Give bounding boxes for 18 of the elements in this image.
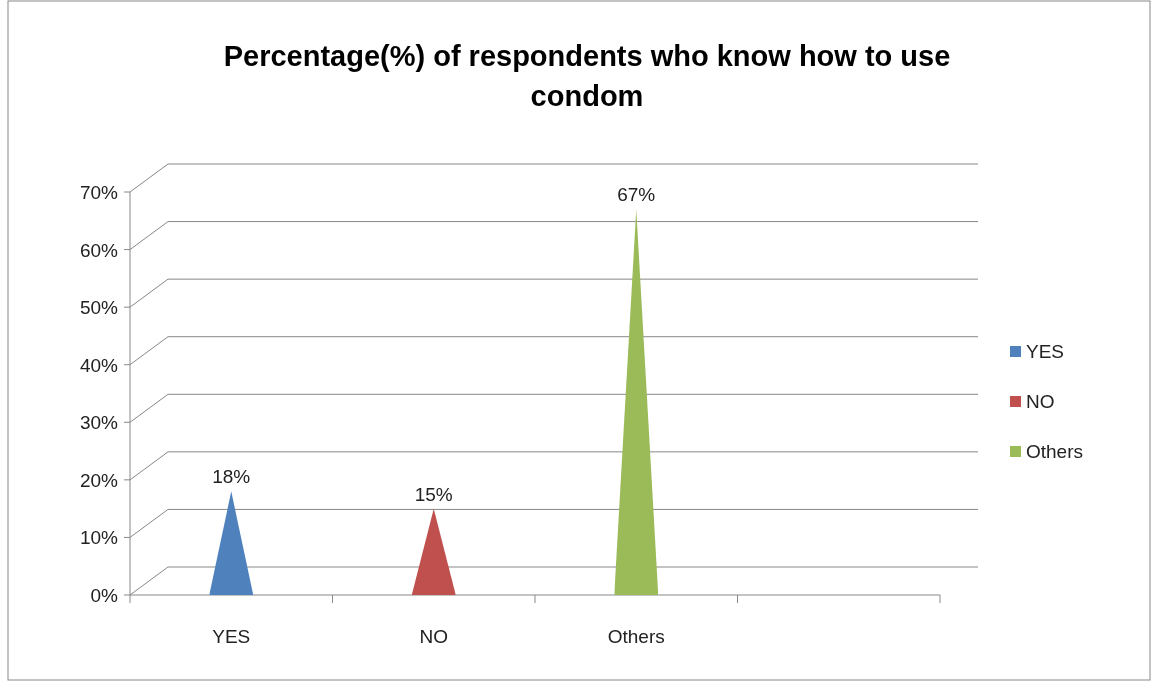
- y-tick-label: 30%: [79, 412, 119, 434]
- legend-label: NO: [1026, 391, 1055, 412]
- text: 67%: [617, 184, 656, 206]
- x-tick-label: Others: [607, 626, 665, 647]
- text: 18%: [212, 466, 251, 488]
- x-tick-label: NO: [419, 626, 448, 647]
- chart-title: Percentage(%) of respondents who know how to use condom: [223, 40, 951, 112]
- y-tick-label: 50%: [79, 297, 119, 319]
- y-tick-label: 10%: [79, 527, 119, 549]
- y-tick-label: 0%: [90, 585, 119, 606]
- y-tick-label: 70%: [79, 182, 119, 203]
- y-tick-label: 40%: [79, 354, 119, 376]
- y-tick-label: 20%: [79, 469, 119, 491]
- legend-label: Others: [1026, 441, 1084, 462]
- y-tick-label: 60%: [79, 239, 119, 261]
- x-tick-label: YES: [212, 626, 251, 647]
- legend-label: YES: [1026, 341, 1065, 362]
- text: 15%: [414, 483, 453, 505]
